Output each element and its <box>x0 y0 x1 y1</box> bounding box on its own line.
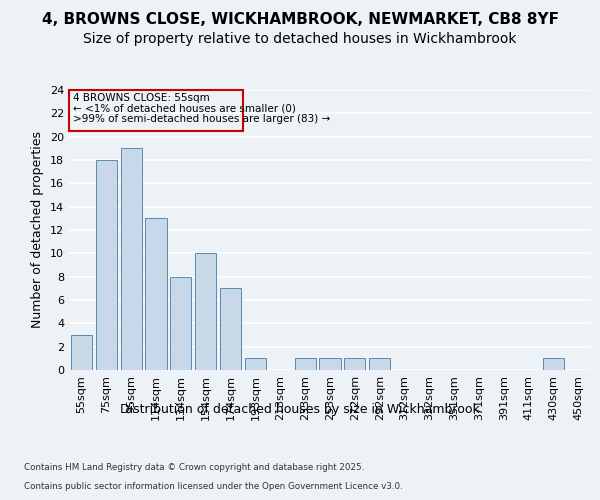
Bar <box>245 358 266 370</box>
Bar <box>369 358 390 370</box>
Bar <box>96 160 117 370</box>
Text: Size of property relative to detached houses in Wickhambrook: Size of property relative to detached ho… <box>83 32 517 46</box>
Text: Contains public sector information licensed under the Open Government Licence v3: Contains public sector information licen… <box>24 482 403 491</box>
Bar <box>220 288 241 370</box>
Y-axis label: Number of detached properties: Number of detached properties <box>31 132 44 328</box>
Bar <box>319 358 341 370</box>
Bar <box>145 218 167 370</box>
Text: 4, BROWNS CLOSE, WICKHAMBROOK, NEWMARKET, CB8 8YF: 4, BROWNS CLOSE, WICKHAMBROOK, NEWMARKET… <box>41 12 559 28</box>
Bar <box>543 358 564 370</box>
Text: Contains HM Land Registry data © Crown copyright and database right 2025.: Contains HM Land Registry data © Crown c… <box>24 464 364 472</box>
Text: ← <1% of detached houses are smaller (0): ← <1% of detached houses are smaller (0) <box>73 104 296 114</box>
Bar <box>170 276 191 370</box>
Bar <box>195 254 216 370</box>
Text: Distribution of detached houses by size in Wickhambrook: Distribution of detached houses by size … <box>120 402 480 415</box>
Bar <box>295 358 316 370</box>
Bar <box>344 358 365 370</box>
Text: >99% of semi-detached houses are larger (83) →: >99% of semi-detached houses are larger … <box>73 114 331 124</box>
Bar <box>70 90 242 131</box>
Bar <box>71 335 92 370</box>
Text: 4 BROWNS CLOSE: 55sqm: 4 BROWNS CLOSE: 55sqm <box>73 93 210 103</box>
Bar <box>121 148 142 370</box>
